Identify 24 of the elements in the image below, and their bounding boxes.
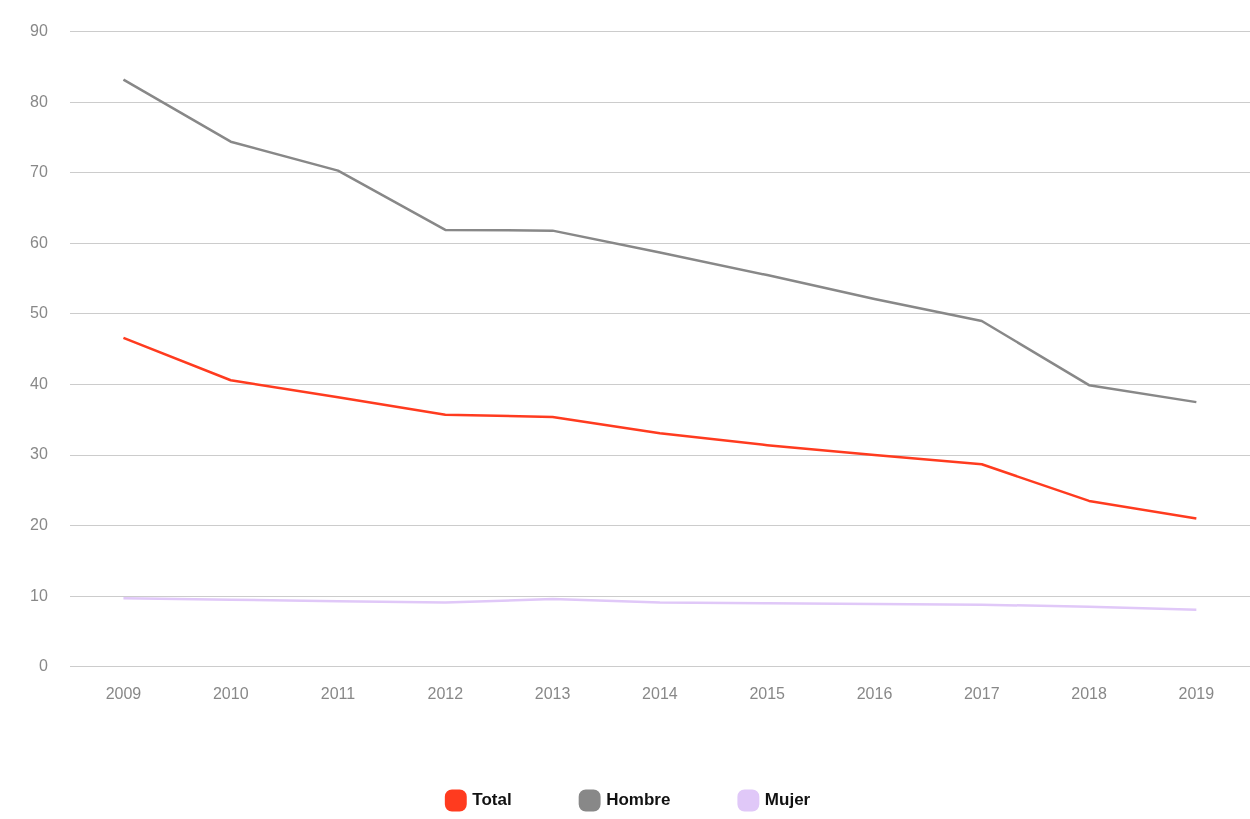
y-tick-label: 40 [30, 374, 48, 392]
x-tick-label: 2009 [105, 684, 142, 702]
y-tick-label: 60 [30, 233, 48, 251]
x-tick-label: 2010 [212, 684, 249, 702]
y-tick-label: 50 [30, 304, 48, 322]
x-tick-label: 2013 [534, 684, 571, 702]
x-tick-label: 2012 [427, 684, 464, 702]
x-tick-label: 2018 [1071, 684, 1107, 702]
x-tick-label: 2019 [1178, 684, 1215, 702]
x-tick-label: 2015 [749, 684, 786, 702]
x-tick-label: 2014 [642, 684, 678, 702]
y-tick-label: 10 [30, 586, 48, 604]
legend-label: Hombre [606, 790, 671, 810]
x-tick-label: 2016 [856, 684, 893, 702]
y-tick-label: 30 [30, 445, 48, 463]
y-tick-label: 90 [30, 22, 48, 40]
legend-label: Mujer [764, 790, 811, 810]
y-tick-label: 0 [38, 657, 48, 675]
y-tick-label: 20 [30, 516, 48, 534]
legend-label: Total [472, 790, 512, 810]
y-tick-label: 70 [30, 163, 48, 181]
x-tick-label: 2017 [963, 684, 1000, 702]
y-tick-label: 80 [30, 92, 48, 110]
x-tick-label: 2011 [320, 684, 356, 702]
